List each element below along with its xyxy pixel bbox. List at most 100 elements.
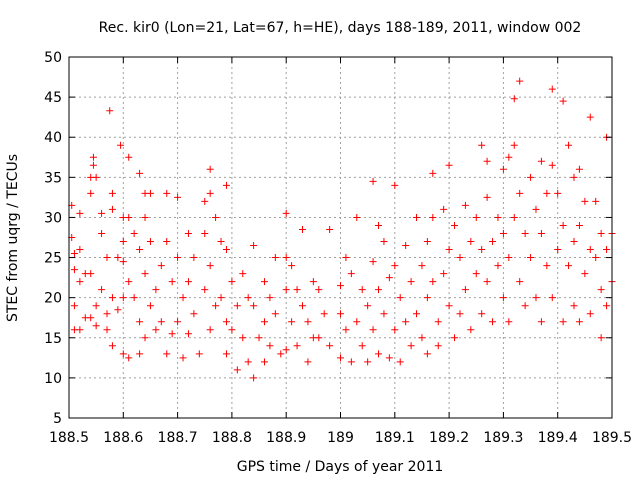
data-point	[146, 238, 154, 246]
data-point	[136, 169, 144, 177]
data-point	[293, 342, 301, 350]
data-point	[157, 262, 165, 270]
y-tick-label: 15	[44, 331, 62, 347]
data-point	[184, 330, 192, 338]
data-point	[114, 306, 122, 314]
data-point	[445, 161, 453, 169]
data-point	[342, 254, 350, 262]
data-point	[106, 107, 114, 115]
data-point	[98, 209, 106, 217]
data-point	[288, 318, 296, 326]
data-point	[206, 326, 214, 334]
data-point	[537, 318, 545, 326]
data-point	[467, 326, 475, 334]
x-tick-label: 189	[327, 430, 354, 446]
data-point	[266, 342, 274, 350]
data-point	[434, 318, 442, 326]
data-point	[266, 294, 274, 302]
data-point	[407, 278, 415, 286]
data-point	[603, 302, 611, 310]
data-point	[320, 310, 328, 318]
data-point	[418, 262, 426, 270]
x-tick-label: 188.7	[158, 430, 198, 446]
data-point	[179, 354, 187, 362]
data-point	[174, 193, 182, 201]
data-point	[222, 246, 230, 254]
data-point	[565, 141, 573, 149]
data-point	[358, 342, 366, 350]
data-point	[537, 229, 545, 237]
data-point	[282, 346, 290, 354]
data-point	[456, 310, 464, 318]
data-point	[391, 181, 399, 189]
data-point	[347, 270, 355, 278]
data-point	[489, 238, 497, 246]
data-point	[342, 326, 350, 334]
data-point	[228, 278, 236, 286]
x-tick-label: 189.4	[538, 430, 578, 446]
data-point	[570, 173, 578, 181]
y-tick-label: 40	[44, 130, 62, 146]
data-point	[375, 350, 383, 358]
y-tick-label: 5	[53, 411, 62, 427]
data-point	[510, 213, 518, 221]
data-point	[125, 278, 133, 286]
data-point	[510, 141, 518, 149]
data-point	[315, 334, 323, 342]
data-point	[581, 270, 589, 278]
data-point	[326, 342, 334, 350]
data-point	[586, 246, 594, 254]
data-point	[391, 326, 399, 334]
data-point	[244, 294, 252, 302]
data-point	[516, 278, 524, 286]
data-point	[358, 286, 366, 294]
data-point	[206, 165, 214, 173]
data-point	[163, 238, 171, 246]
data-point	[136, 246, 144, 254]
data-point	[70, 302, 78, 310]
data-point	[304, 318, 312, 326]
data-point	[87, 314, 95, 322]
data-point	[174, 254, 182, 262]
data-point	[396, 294, 404, 302]
data-point	[168, 278, 176, 286]
data-point	[250, 302, 258, 310]
data-point	[489, 318, 497, 326]
data-point	[581, 197, 589, 205]
y-axis-label: STEC from uqrg / TECUs	[5, 154, 21, 322]
data-point	[505, 254, 513, 262]
data-point	[451, 334, 459, 342]
data-point	[385, 354, 393, 362]
data-point	[222, 350, 230, 358]
data-point	[418, 334, 426, 342]
data-point	[288, 262, 296, 270]
data-point	[103, 310, 111, 318]
data-point	[92, 173, 100, 181]
data-point	[554, 246, 562, 254]
data-point	[222, 181, 230, 189]
data-point	[396, 358, 404, 366]
data-point	[298, 302, 306, 310]
data-point	[244, 358, 252, 366]
data-point	[108, 294, 116, 302]
data-point	[429, 213, 437, 221]
data-point	[114, 254, 122, 262]
data-point	[184, 229, 192, 237]
data-point	[76, 326, 84, 334]
data-point	[347, 358, 355, 366]
data-point	[597, 286, 605, 294]
data-point	[461, 201, 469, 209]
data-point	[125, 354, 133, 362]
data-point	[212, 213, 220, 221]
data-point	[516, 77, 524, 85]
chart-title: Rec. kir0 (Lon=21, Lat=67, h=HE), days 1…	[99, 20, 582, 36]
data-point	[353, 213, 361, 221]
data-point	[282, 286, 290, 294]
data-point	[559, 97, 567, 105]
data-point	[499, 165, 507, 173]
data-point	[92, 302, 100, 310]
data-point	[603, 246, 611, 254]
data-point	[467, 238, 475, 246]
data-point	[201, 197, 209, 205]
